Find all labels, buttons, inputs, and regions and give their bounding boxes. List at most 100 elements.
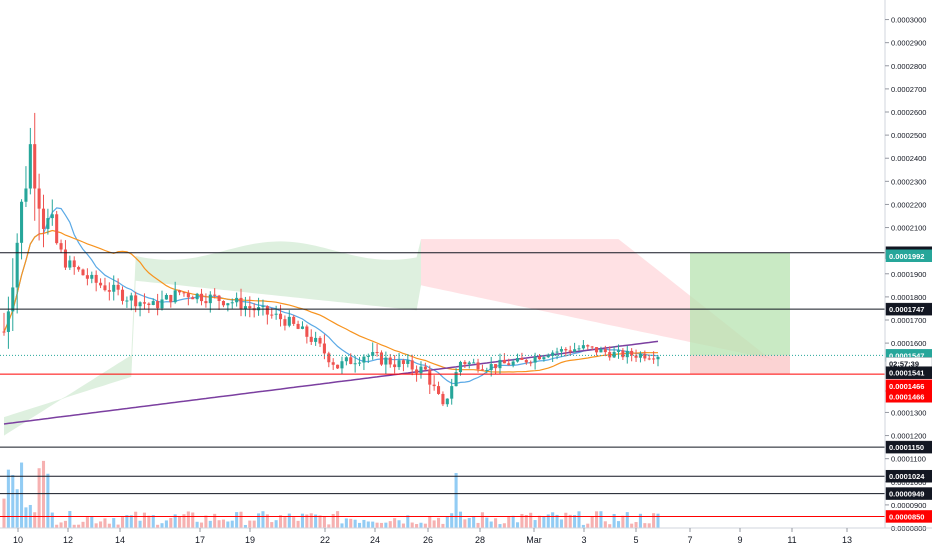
candle-body (300, 326, 305, 329)
volume-bar (537, 515, 542, 528)
y-tick-label: 0.0001700 (891, 316, 926, 325)
candle-body (388, 357, 392, 365)
candle-body (142, 302, 146, 304)
fast-ma-line (3, 207, 659, 385)
y-tick-label: 0.0002800 (891, 62, 926, 71)
volume-bar (586, 523, 590, 528)
candle-body (415, 369, 419, 374)
volume-bar (502, 523, 506, 528)
volume-bar (129, 515, 133, 528)
candle-body (630, 350, 634, 356)
y-tick-label: 0.0002100 (891, 224, 926, 233)
volume-bar (529, 512, 533, 528)
volume-bar (107, 523, 111, 528)
y-tick-label: 0.0002200 (891, 200, 926, 209)
volume-bar (441, 523, 445, 528)
volume-bar (46, 473, 50, 528)
candle-body (432, 384, 436, 387)
volume-bar (573, 515, 577, 528)
volume-bar (401, 523, 405, 528)
x-tick-label: 11 (787, 535, 796, 545)
time-axis: 10 12 14 17 19 22 24 26 28 Mar 3 5 7 9 11 13 (0, 527, 932, 545)
volume-bar (134, 511, 138, 528)
candle-body (147, 303, 151, 305)
volume-bar (353, 519, 357, 528)
price-badge (885, 302, 932, 316)
price-badge-label: 0.0001547 (889, 351, 924, 360)
candle-body (191, 297, 195, 300)
candle-body (20, 201, 24, 243)
volume-bar (371, 521, 375, 528)
price-badge-label: 0.0001541 (889, 369, 924, 378)
cloud-bearish-area (421, 239, 773, 361)
volume-bar (55, 524, 59, 528)
volume-bar (375, 522, 379, 528)
candle-body (590, 346, 594, 348)
candle-body (586, 345, 590, 347)
candle-body (603, 349, 607, 353)
volume-bar (283, 517, 287, 528)
volume-bar (568, 514, 572, 528)
candle-body (77, 267, 81, 270)
volume-bar (450, 513, 454, 528)
volume-bar (630, 523, 634, 528)
candle-body (248, 306, 252, 309)
candle-body (379, 352, 384, 365)
candle-body (169, 294, 173, 303)
x-tick-label: 10 (13, 535, 23, 545)
y-tick-label: 0.0002300 (891, 177, 926, 186)
x-tick-label: 24 (370, 535, 380, 545)
candle-body (182, 292, 186, 294)
candle-body (90, 274, 94, 279)
candle-body (274, 313, 278, 315)
volume-bar (362, 519, 366, 528)
volume-bar (555, 514, 559, 528)
candle-body (480, 369, 484, 371)
volume-bar (243, 524, 247, 528)
candle-body (278, 313, 283, 320)
candle-body (173, 290, 177, 303)
volume-bar (437, 517, 441, 528)
price-badge (885, 366, 932, 379)
y-tick-label: 0.0002700 (891, 85, 926, 94)
candle-body (410, 360, 414, 370)
price-badge-label: 0.0001150 (889, 443, 924, 452)
target-zone (690, 252, 790, 356)
candle-body (638, 353, 642, 358)
volume-bar (287, 513, 291, 528)
candle-body (15, 242, 19, 288)
candle-body (134, 295, 138, 307)
price-badge (885, 487, 932, 500)
volume-bar (120, 517, 125, 528)
candle-body (520, 358, 524, 360)
cloud-bullish-area (4, 239, 421, 436)
candle-body (221, 300, 225, 306)
candle-body (24, 188, 28, 202)
candle-body (472, 362, 476, 364)
volume-bar (24, 507, 28, 528)
volume-bar (41, 460, 46, 528)
volume-bar (151, 515, 155, 528)
volume-bar (322, 516, 326, 528)
volume-bar (318, 515, 322, 528)
volume-bar (415, 524, 419, 528)
candle-body (357, 362, 362, 364)
volume-bar (621, 515, 625, 528)
candle-body (230, 302, 234, 304)
candle-body (599, 349, 603, 353)
candle-body (138, 302, 142, 307)
candle-body (502, 359, 506, 364)
volume-bar (485, 517, 489, 528)
candle-body (164, 294, 168, 300)
price-badge (885, 469, 932, 483)
volume-bar (625, 512, 629, 528)
candle-body (261, 306, 265, 308)
x-tick-label: Mar (526, 535, 542, 545)
volume-bar (634, 522, 638, 528)
candle-body (511, 361, 515, 366)
volume-bar (357, 522, 362, 528)
candle-body (393, 364, 397, 368)
volume-bar (235, 512, 239, 528)
